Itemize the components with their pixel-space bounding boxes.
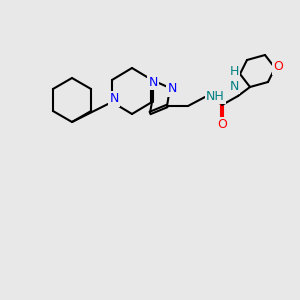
- Text: N: N: [148, 76, 158, 88]
- Text: N: N: [167, 82, 177, 95]
- Text: N: N: [109, 92, 119, 106]
- Text: H
N: H N: [229, 65, 239, 93]
- Text: O: O: [273, 61, 283, 74]
- Text: O: O: [217, 118, 227, 131]
- Text: NH: NH: [206, 89, 225, 103]
